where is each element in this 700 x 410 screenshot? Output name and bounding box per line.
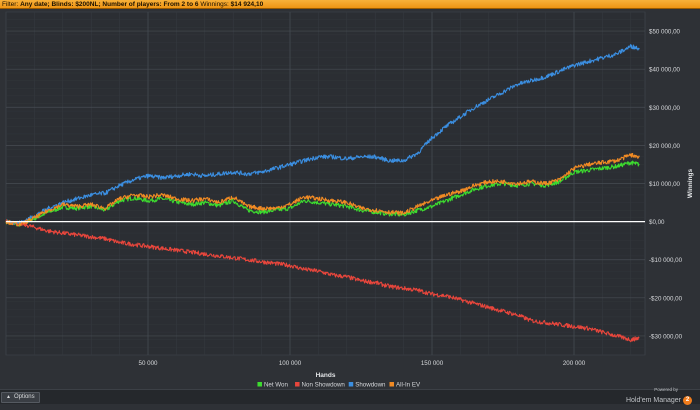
legend: Net Won Non Showdown Showdown All-In EV — [257, 382, 421, 389]
legend-label-showdown: Showdown — [355, 382, 386, 389]
y-tick-label: $0,00 — [649, 219, 665, 226]
y-axis-label: Winnings — [687, 169, 694, 199]
legend-swatch-showdown — [348, 382, 354, 387]
y-tick-label: -$20 000,00 — [649, 295, 683, 302]
filter-text: Any date; Blinds: $200NL; Number of play… — [20, 1, 199, 8]
legend-label-all-in-ev: All-In EV — [396, 382, 421, 389]
series-line-all-in-ev — [5, 152, 640, 227]
legend-swatch-all-in-ev — [389, 382, 395, 387]
brand-logo-icon: 2 — [683, 396, 692, 406]
series-line-non-showdown — [5, 219, 640, 343]
y-tick-label: $10 000,00 — [649, 181, 681, 188]
brand: Powered by Hold'em Manager 2 — [626, 387, 692, 410]
caret-up-icon: ▲ — [6, 394, 11, 400]
bottom-bar: ▲ Options Powered by Hold'em Manager 2 — [0, 387, 700, 406]
y-tick-label: $30 000,00 — [649, 105, 681, 112]
series-line-showdown — [5, 43, 640, 225]
x-tick-label: 200 000 — [563, 360, 586, 367]
y-tick-label: -$30 000,00 — [649, 333, 683, 340]
options-button[interactable]: ▲ Options — [1, 392, 40, 403]
legend-label-net-won: Net Won — [264, 382, 289, 389]
winnings-value: $14 924,10 — [230, 1, 264, 8]
legend-swatch-net-won — [257, 382, 262, 387]
chart-area: -$30 000,00 -$20 000,00 -$10 000,00 $0,00 $1… — [0, 10, 700, 390]
winnings-label: Winnings: — [200, 1, 229, 8]
y-tick-label: -$10 000,00 — [649, 257, 683, 264]
x-tick-label: 150 000 — [421, 360, 444, 367]
x-tick-label: 50 000 — [139, 360, 158, 367]
winnings-chart: -$30 000,00 -$20 000,00 -$10 000,00 $0,00 $1… — [5, 11, 694, 389]
y-tick-label: $50 000,00 — [649, 29, 681, 36]
options-label: Options — [13, 394, 35, 400]
x-tick-label: 100 000 — [279, 360, 302, 367]
filter-prefix: Filter: — [2, 1, 19, 8]
x-axis-label: Hands — [316, 372, 336, 379]
powered-by: Powered by — [654, 387, 678, 392]
legend-label-non-showdown: Non Showdown — [302, 382, 346, 389]
y-tick-label: $40 000,00 — [649, 67, 681, 74]
legend-swatch-non-showdown — [295, 382, 300, 387]
brand-name: Hold'em Manager — [625, 397, 681, 405]
y-tick-label: $20 000,00 — [649, 143, 681, 150]
filter-bar: Filter: Any date; Blinds: $200NL; Number… — [0, 0, 700, 9]
